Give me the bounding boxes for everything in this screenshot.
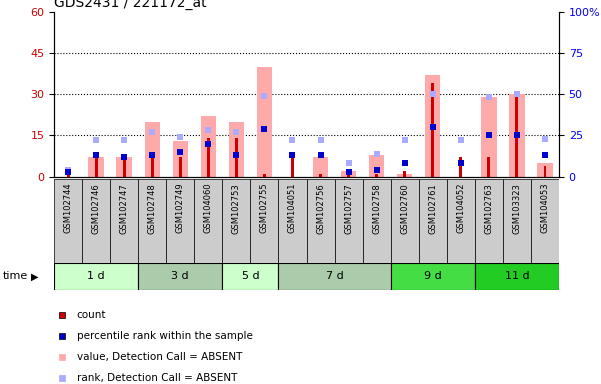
Bar: [145, 122, 160, 177]
Bar: [509, 94, 525, 177]
Bar: [95, 157, 97, 177]
Bar: [481, 97, 496, 177]
Bar: [251, 179, 278, 263]
Bar: [537, 163, 553, 177]
Bar: [138, 263, 222, 290]
Text: ▶: ▶: [31, 271, 38, 281]
Bar: [391, 179, 419, 263]
Text: GSM102747: GSM102747: [120, 183, 129, 233]
Bar: [459, 157, 462, 177]
Text: GSM104051: GSM104051: [288, 183, 297, 233]
Bar: [369, 155, 385, 177]
Bar: [419, 179, 447, 263]
Text: percentile rank within the sample: percentile rank within the sample: [77, 331, 252, 341]
Text: 9 d: 9 d: [424, 271, 442, 281]
Bar: [207, 138, 210, 177]
Text: GSM102761: GSM102761: [429, 183, 437, 233]
Bar: [475, 179, 503, 263]
Bar: [228, 122, 244, 177]
Bar: [88, 157, 104, 177]
Bar: [432, 83, 434, 177]
Bar: [222, 263, 278, 290]
Text: GSM104053: GSM104053: [540, 183, 549, 233]
Text: GSM104060: GSM104060: [204, 183, 213, 233]
Bar: [341, 171, 356, 177]
Bar: [67, 174, 70, 177]
Bar: [543, 166, 546, 177]
Text: rank, Detection Call = ABSENT: rank, Detection Call = ABSENT: [77, 373, 237, 383]
Text: 5 d: 5 d: [242, 271, 259, 281]
Bar: [172, 141, 188, 177]
Bar: [313, 157, 328, 177]
Bar: [123, 157, 126, 177]
Bar: [375, 174, 378, 177]
Bar: [194, 179, 222, 263]
Bar: [291, 157, 294, 177]
Text: GSM104052: GSM104052: [456, 183, 465, 233]
Text: value, Detection Call = ABSENT: value, Detection Call = ABSENT: [77, 352, 242, 362]
Bar: [335, 179, 362, 263]
Bar: [54, 179, 82, 263]
Bar: [235, 138, 238, 177]
Text: time: time: [3, 271, 28, 281]
Bar: [82, 179, 110, 263]
Bar: [319, 174, 322, 177]
Bar: [278, 263, 391, 290]
Bar: [179, 157, 182, 177]
Bar: [201, 116, 216, 177]
Bar: [347, 174, 350, 177]
Text: GSM102760: GSM102760: [400, 183, 409, 233]
Text: 7 d: 7 d: [326, 271, 343, 281]
Bar: [391, 263, 475, 290]
Bar: [54, 263, 138, 290]
Text: GSM102753: GSM102753: [232, 183, 241, 233]
Bar: [503, 179, 531, 263]
Text: GSM102755: GSM102755: [260, 183, 269, 233]
Bar: [222, 179, 251, 263]
Text: 11 d: 11 d: [505, 271, 529, 281]
Text: GSM102757: GSM102757: [344, 183, 353, 233]
Text: GSM102756: GSM102756: [316, 183, 325, 233]
Text: GSM102748: GSM102748: [148, 183, 157, 233]
Bar: [403, 171, 406, 177]
Text: GSM102744: GSM102744: [64, 183, 73, 233]
Bar: [117, 157, 132, 177]
Text: 3 d: 3 d: [171, 271, 189, 281]
Bar: [475, 263, 559, 290]
Bar: [397, 174, 412, 177]
Bar: [151, 157, 154, 177]
Text: GDS2431 / 221172_at: GDS2431 / 221172_at: [54, 0, 207, 10]
Bar: [516, 94, 518, 177]
Bar: [362, 179, 391, 263]
Bar: [307, 179, 335, 263]
Bar: [447, 179, 475, 263]
Bar: [425, 75, 441, 177]
Bar: [263, 174, 266, 177]
Bar: [110, 179, 138, 263]
Bar: [138, 179, 166, 263]
Bar: [278, 179, 307, 263]
Bar: [531, 179, 559, 263]
Bar: [166, 179, 194, 263]
Text: 1 d: 1 d: [87, 271, 105, 281]
Bar: [257, 66, 272, 177]
Text: GSM102749: GSM102749: [176, 183, 185, 233]
Bar: [487, 157, 490, 177]
Text: GSM102763: GSM102763: [484, 183, 493, 233]
Text: count: count: [77, 310, 106, 320]
Text: GSM102758: GSM102758: [372, 183, 381, 233]
Text: GSM103323: GSM103323: [513, 183, 521, 233]
Text: GSM102746: GSM102746: [92, 183, 100, 233]
